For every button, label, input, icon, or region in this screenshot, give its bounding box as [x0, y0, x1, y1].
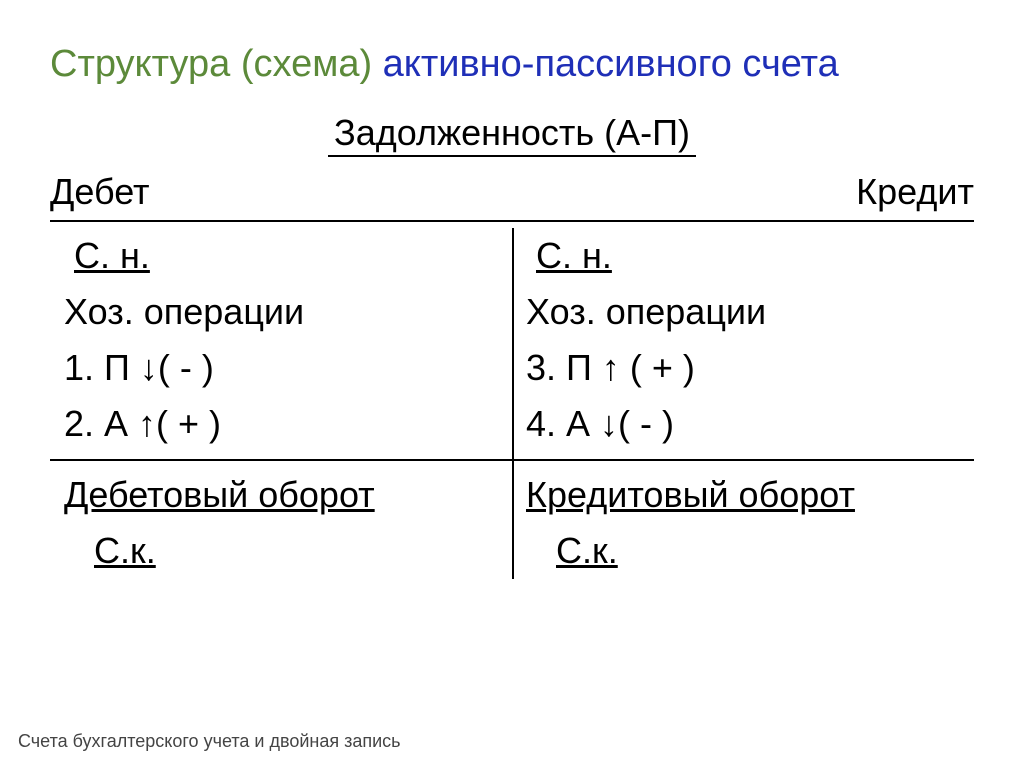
credit-closing-balance: С.к. [526, 530, 618, 571]
credit-op-2: 4. А ↓( - ) [512, 396, 974, 452]
credit-turnover: Кредитовый оборот [526, 474, 855, 515]
credit-opening-balance: С. н. [526, 235, 612, 276]
debit-opening-balance: С. н. [64, 235, 150, 276]
title-part-2: активно-пассивного счета [383, 43, 839, 85]
slide: Структура (схема) активно-пассивного сче… [0, 0, 1024, 767]
diagram-body: Задолженность (А-П) Дебет Кредит С. н. С… [50, 107, 974, 579]
debit-closing-balance: С.к. [64, 530, 156, 571]
credit-header: Кредит [512, 166, 974, 218]
debit-credit-header: Дебет Кредит [50, 166, 974, 222]
debit-op-1: 1. П ↓( - ) [50, 340, 512, 396]
credit-operations-label: Хоз. операции [512, 284, 974, 340]
t-account-divider [512, 228, 514, 579]
debit-op-2: 2. А ↑( + ) [50, 396, 512, 452]
account-name: Задолженность (А-П) [328, 112, 696, 157]
slide-title: Структура (схема) активно-пассивного сче… [50, 40, 974, 89]
t-account: С. н. С. н. Хоз. операции Хоз. операции … [50, 228, 974, 579]
title-part-1: Структура (схема) [50, 43, 372, 85]
debit-turnover: Дебетовый оборот [64, 474, 375, 515]
debit-operations-label: Хоз. операции [50, 284, 512, 340]
account-name-row: Задолженность (А-П) [50, 107, 974, 159]
footer-note: Счета бухгалтерского учета и двойная зап… [18, 731, 401, 753]
credit-op-1: 3. П ↑ ( + ) [512, 340, 974, 396]
debit-header: Дебет [50, 166, 512, 218]
